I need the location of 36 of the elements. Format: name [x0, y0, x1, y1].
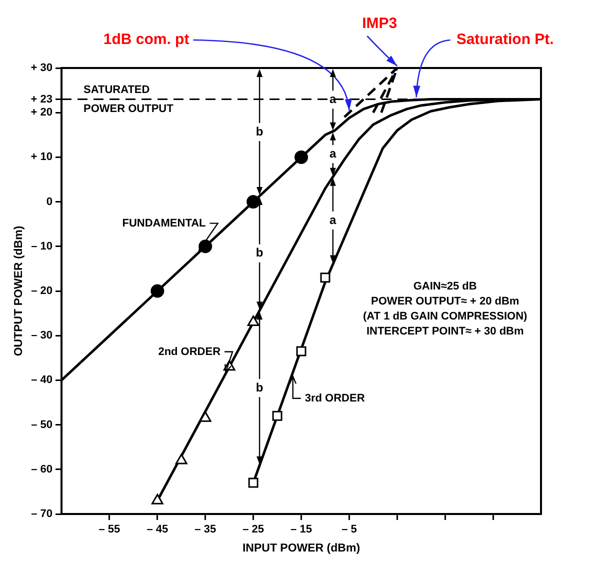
x-tick-label: – 25 — [242, 524, 264, 536]
y-tick-label: + 10 — [30, 151, 53, 164]
y-tick-label: – 10 — [31, 240, 53, 252]
x-tick-label: – 35 — [194, 524, 216, 536]
annotation: GAIN≈25 dB — [413, 280, 477, 293]
x-tick-label: – 5 — [342, 524, 357, 536]
x-axis-title: INPUT POWER (dBm) — [242, 542, 360, 554]
y-tick-label: – 20 — [31, 285, 53, 298]
x-tick-label: – 15 — [290, 524, 312, 536]
annotation: INTERCEPT POINT≈ + 30 dBm — [366, 326, 524, 338]
y-tick-label: – 40 — [31, 374, 53, 386]
annotation: a — [330, 146, 337, 160]
annotation: IMP3 — [362, 15, 398, 32]
series-label: 2nd ORDER — [158, 346, 221, 358]
y-tick-label: – 30 — [31, 330, 53, 342]
annotation: a — [330, 212, 337, 227]
y-tick-label: – 60 — [31, 463, 53, 476]
annotation: 1dB com. pt — [103, 31, 190, 48]
x-tick-label: – 45 — [146, 524, 168, 536]
annotation: POWER OUTPUT≈ + 20 dBm — [371, 296, 520, 308]
y-tick-label: 0 — [46, 196, 53, 208]
annotation: b — [256, 380, 264, 394]
y-tick-label: + 30 — [30, 62, 53, 74]
annotation: b — [256, 246, 264, 260]
annotation: b — [256, 124, 264, 138]
series-label: FUNDAMENTAL — [122, 217, 206, 230]
y-axis-title: OUTPUT POWER (dBm) — [13, 226, 26, 356]
series-label: 3rd ORDER — [304, 392, 365, 404]
annotation: (AT 1 dB GAIN COMPRESSION) — [363, 310, 528, 323]
y-tick-label: + 23 — [30, 93, 53, 106]
ref-line-label: SATURATED POWER OUTPUT — [84, 84, 174, 115]
y-tick-label: – 50 — [31, 418, 53, 431]
x-tick-label: – 55 — [98, 524, 120, 536]
y-tick-label: + 20 — [30, 106, 53, 119]
y-tick-label: – 70 — [31, 508, 53, 520]
annotation: Saturation Pt. — [456, 31, 554, 48]
